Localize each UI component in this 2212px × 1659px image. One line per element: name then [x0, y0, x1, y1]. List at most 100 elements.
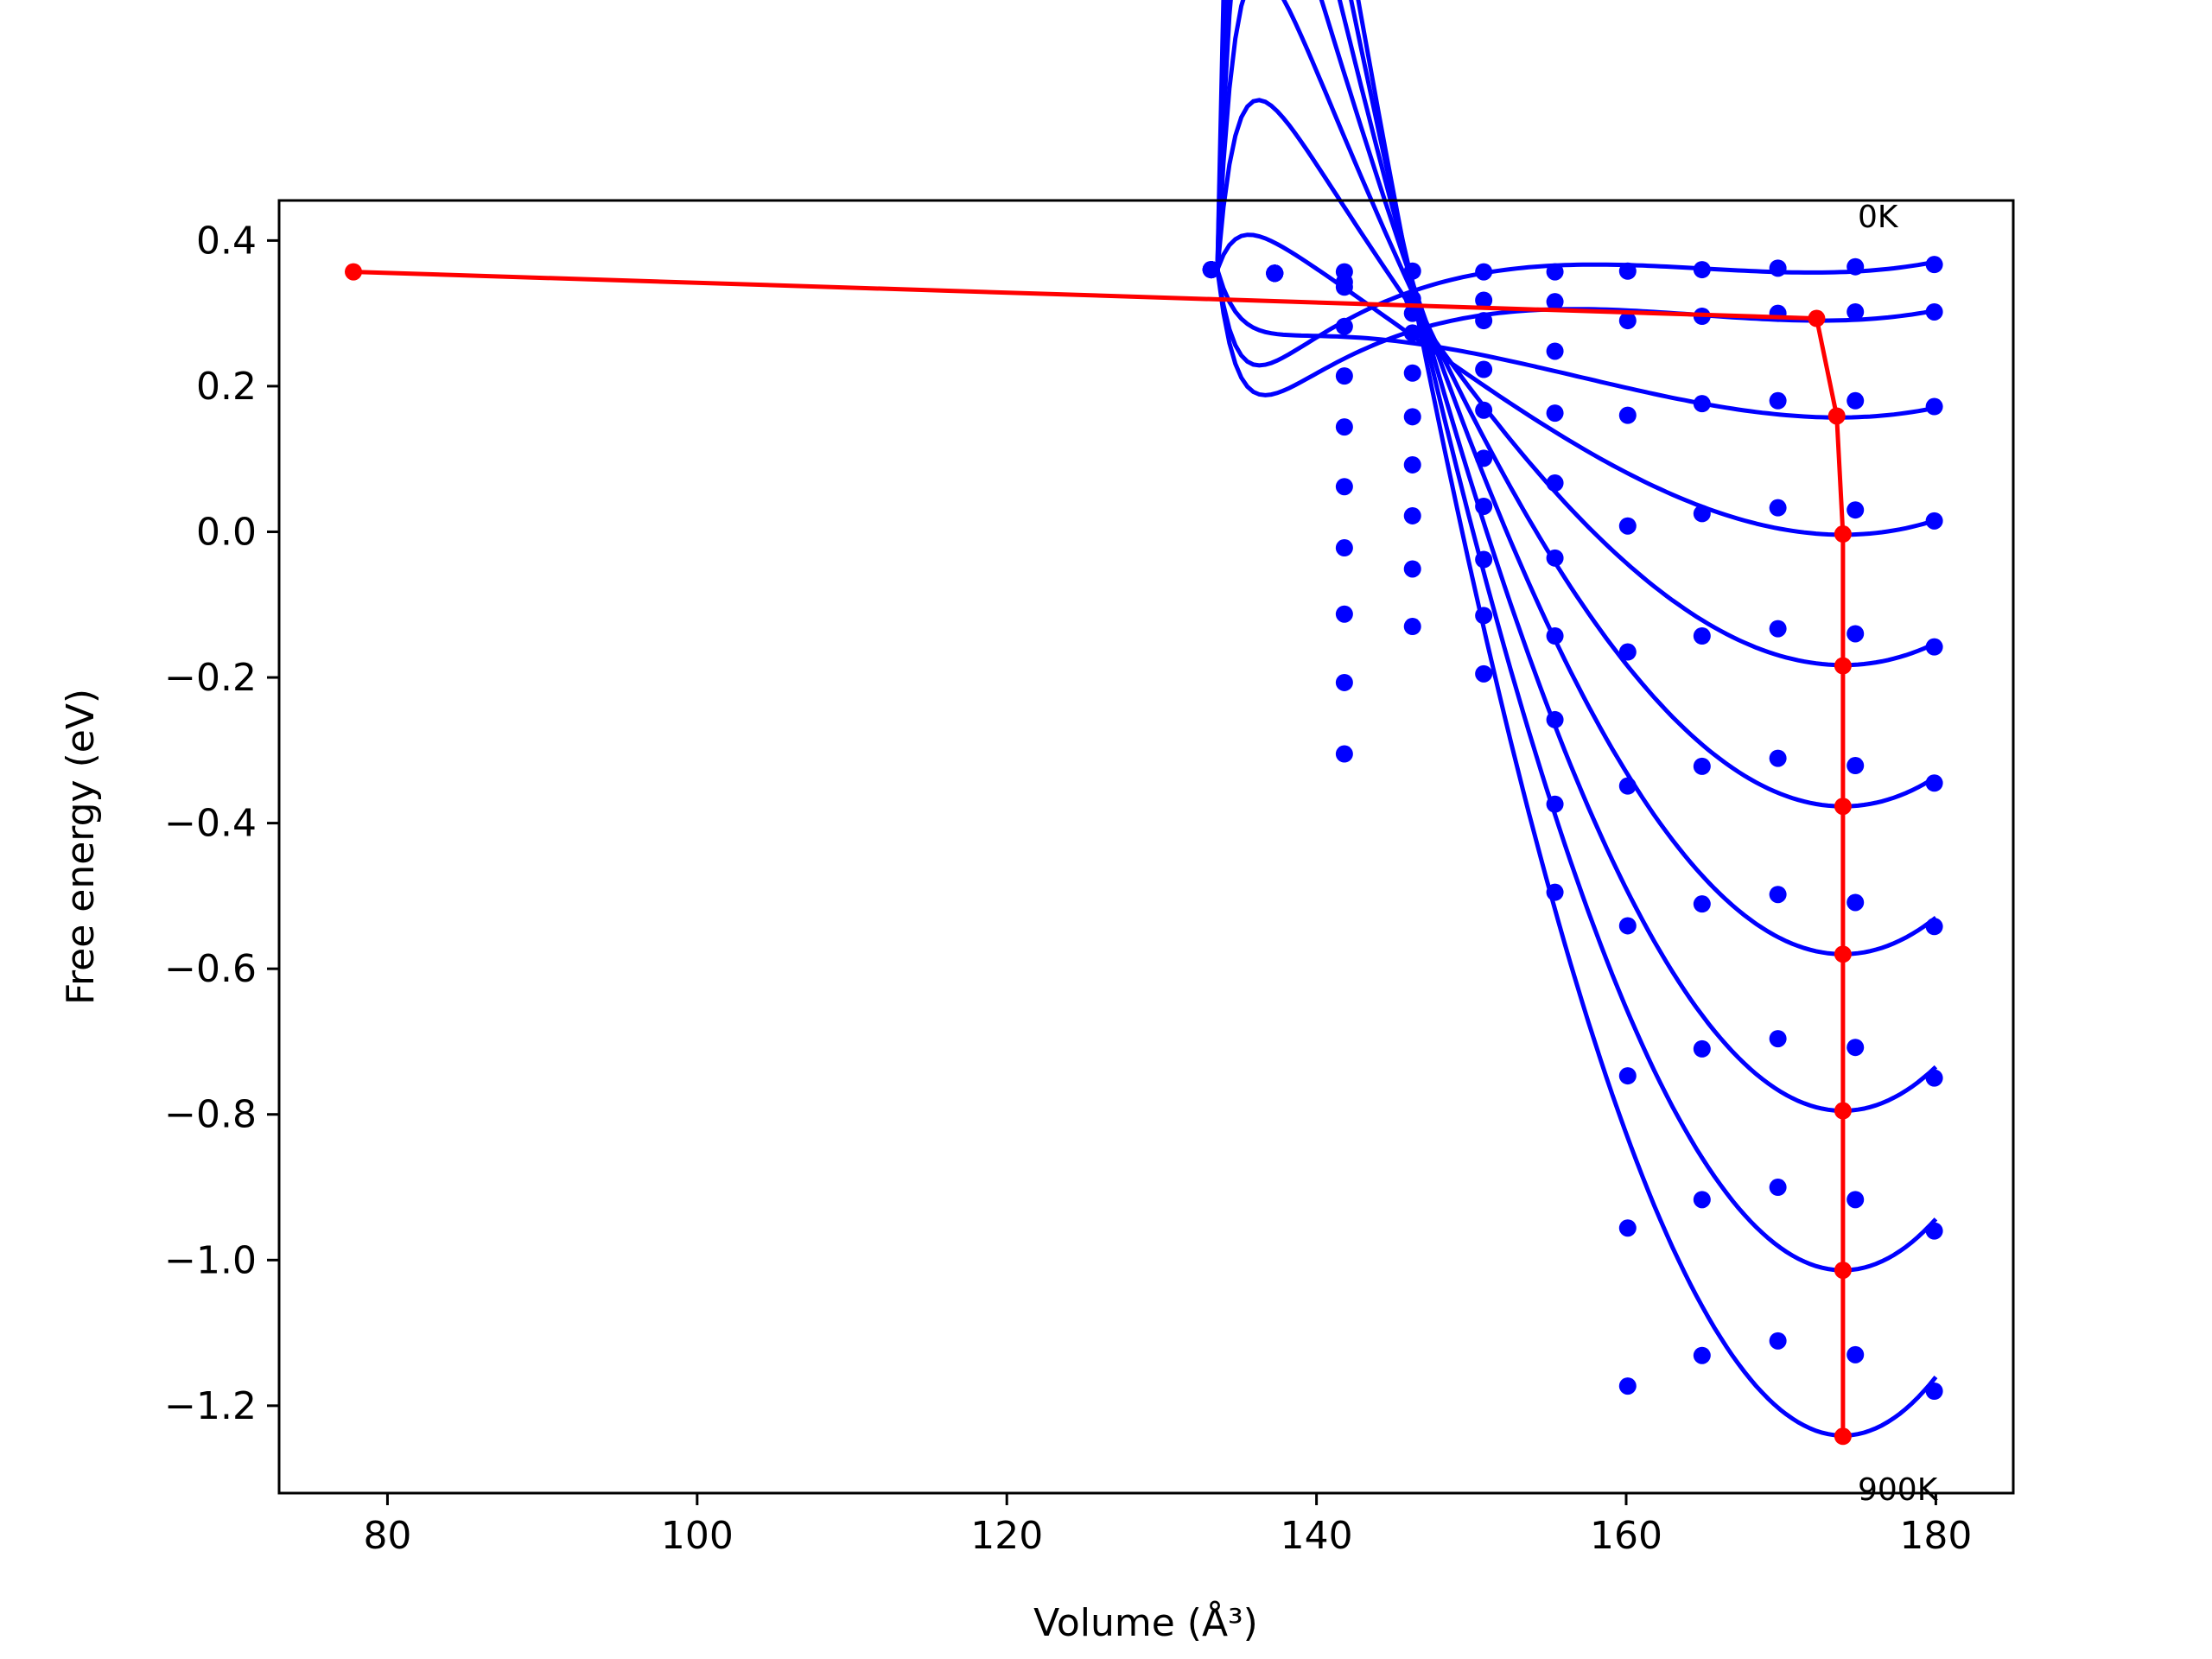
data-point-s5-7	[1693, 757, 1711, 775]
data-point-s0-4	[1475, 263, 1493, 281]
data-point-s1-5	[1546, 293, 1564, 311]
data-point-s7-5	[1546, 710, 1564, 728]
data-point-s3-6	[1618, 517, 1637, 535]
data-point-s3-4	[1475, 360, 1493, 378]
data-point-s0-8	[1769, 259, 1787, 277]
x-tick-label: 180	[1899, 1514, 1972, 1558]
data-point-s4-3	[1403, 364, 1421, 382]
data-point-s1-3	[1403, 289, 1421, 308]
data-point-s10-1	[1266, 264, 1284, 283]
data-point-s3-7	[1693, 505, 1711, 523]
data-point-s6-8	[1769, 886, 1787, 904]
data-point-s4-9	[1847, 625, 1865, 643]
data-point-s6-10	[1925, 918, 1943, 936]
data-point-s6-4	[1475, 497, 1493, 515]
data-point-s9-5	[1546, 883, 1564, 901]
data-point-s8-8	[1769, 1179, 1787, 1197]
minimum-point-5	[1834, 798, 1852, 816]
data-point-s8-10	[1925, 1222, 1943, 1240]
data-point-s5-6	[1618, 777, 1637, 795]
data-point-s10-2	[1335, 745, 1353, 763]
data-point-s1-6	[1618, 312, 1637, 330]
data-point-s6-2	[1335, 478, 1353, 496]
data-point-s4-4	[1475, 401, 1493, 419]
data-point-s2-5	[1546, 342, 1564, 360]
y-tick-label: −1.0	[164, 1238, 257, 1282]
annotation-900k: 900K	[1858, 1472, 1939, 1508]
data-point-s10-0	[1202, 261, 1220, 279]
x-tick-label: 80	[363, 1514, 411, 1558]
minimum-point-4	[1834, 657, 1852, 675]
minimum-point-6	[1834, 945, 1852, 963]
data-point-s7-3	[1403, 506, 1421, 524]
data-point-s5-5	[1546, 549, 1564, 567]
data-point-s2-4	[1475, 312, 1493, 330]
data-point-s9-2	[1335, 673, 1353, 691]
data-point-s5-8	[1769, 749, 1787, 767]
data-point-s4-6	[1618, 643, 1637, 661]
data-point-s7-8	[1769, 1030, 1787, 1048]
data-point-s6-3	[1403, 455, 1421, 474]
data-point-s3-3	[1403, 324, 1421, 342]
data-point-s5-9	[1847, 757, 1865, 775]
data-point-s9-7	[1693, 1346, 1711, 1364]
data-point-s8-3	[1403, 560, 1421, 578]
fit-curve-7	[1215, 0, 1938, 1113]
y-tick-label: −0.4	[164, 802, 257, 846]
data-point-s0-10	[1925, 256, 1943, 274]
data-point-s2-10	[1925, 397, 1943, 416]
y-tick-label: −0.8	[164, 1093, 257, 1137]
data-point-s8-9	[1847, 1191, 1865, 1209]
data-point-s7-4	[1475, 550, 1493, 569]
data-point-s4-10	[1925, 638, 1943, 656]
data-point-s4-7	[1693, 627, 1711, 645]
data-point-s8-6	[1618, 1219, 1637, 1237]
data-point-s0-3	[1403, 262, 1421, 280]
data-point-s2-2	[1335, 278, 1353, 296]
data-point-s2-3	[1403, 304, 1421, 322]
data-point-s8-4	[1475, 607, 1493, 625]
fit-curve-4	[1215, 98, 1937, 668]
annotation-0k: 0K	[1858, 200, 1899, 235]
plot-frame	[277, 199, 2015, 1495]
plot-area	[345, 0, 1943, 1446]
y-tick-label: −0.6	[164, 947, 257, 991]
data-point-s4-8	[1769, 620, 1787, 638]
data-point-s8-5	[1546, 795, 1564, 813]
data-point-s6-7	[1693, 895, 1711, 913]
data-point-s1-9	[1847, 302, 1865, 321]
minimum-point-1	[1808, 309, 1826, 327]
fit-curve-2	[1215, 269, 1936, 420]
data-point-s0-5	[1546, 263, 1564, 281]
minimum-point-9	[1834, 1427, 1852, 1446]
x-tick-label: 140	[1281, 1514, 1353, 1558]
y-tick-label: 0.2	[196, 365, 257, 409]
y-tick-label: 0.4	[196, 219, 257, 263]
data-point-s5-4	[1475, 449, 1493, 467]
data-point-s9-8	[1769, 1332, 1787, 1350]
data-point-s2-7	[1693, 395, 1711, 413]
y-axis-ticks: 0.4 0.2 0.0 −0.2 −0.4 −0.6 −0.8 −1.0 −1.2	[164, 219, 279, 1428]
data-point-s3-2	[1335, 317, 1353, 335]
fit-curve-9	[1215, 0, 1938, 1438]
data-point-s0-6	[1618, 262, 1637, 280]
data-point-s9-9	[1847, 1345, 1865, 1363]
data-point-s3-5	[1546, 404, 1564, 423]
data-point-s0-9	[1847, 257, 1865, 276]
data-point-s6-6	[1618, 917, 1637, 935]
x-tick-label: 160	[1590, 1514, 1662, 1558]
data-point-s6-9	[1847, 893, 1865, 912]
data-point-s2-9	[1847, 391, 1865, 410]
data-point-s2-6	[1618, 406, 1637, 424]
data-point-s9-6	[1618, 1377, 1637, 1395]
data-point-s4-5	[1546, 474, 1564, 493]
x-tick-label: 100	[661, 1514, 734, 1558]
data-point-s5-2	[1335, 418, 1353, 436]
data-point-s3-10	[1925, 512, 1943, 530]
y-axis-label: Free energy (eV)	[59, 689, 103, 1005]
data-point-s7-10	[1925, 1069, 1943, 1087]
y-tick-label: −0.2	[164, 656, 257, 700]
data-point-s6-5	[1546, 627, 1564, 645]
